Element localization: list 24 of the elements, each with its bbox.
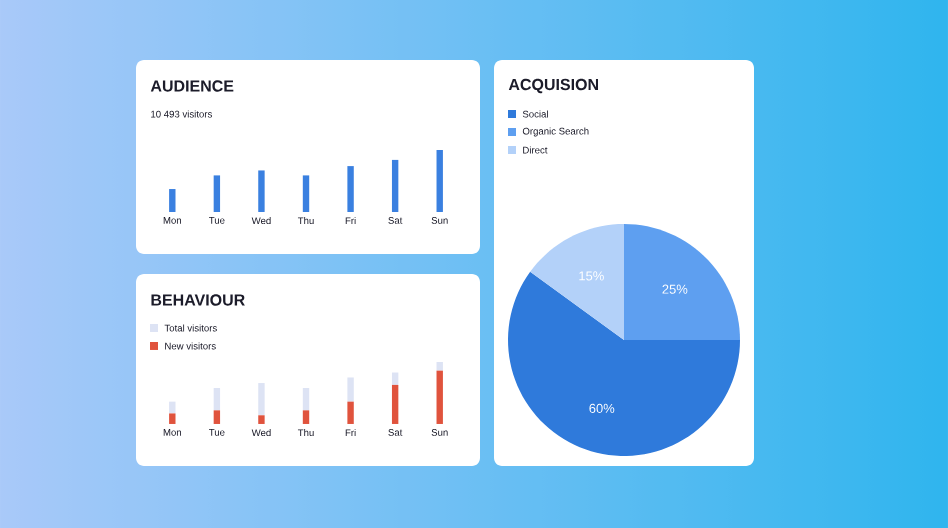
bar — [258, 415, 265, 424]
bar — [169, 413, 176, 424]
bar — [391, 372, 399, 385]
chart-title: AUDIENCE — [150, 80, 234, 92]
bar — [258, 383, 265, 416]
bar — [347, 401, 354, 424]
bar — [302, 175, 310, 212]
bar — [436, 361, 443, 371]
bar — [213, 410, 221, 424]
bar — [302, 410, 310, 424]
bar — [347, 377, 354, 402]
bar — [169, 189, 176, 212]
bar — [258, 170, 265, 212]
bar — [213, 388, 221, 411]
bar — [213, 175, 221, 212]
chart-title: BEHAVIOUR — [151, 294, 245, 306]
chart-title: ACQUISION — [508, 78, 598, 94]
bar — [436, 149, 443, 212]
bar — [169, 401, 176, 414]
bar — [347, 166, 354, 212]
bar — [391, 159, 399, 212]
bar — [436, 370, 443, 424]
bar — [391, 384, 399, 424]
bar — [302, 388, 310, 411]
